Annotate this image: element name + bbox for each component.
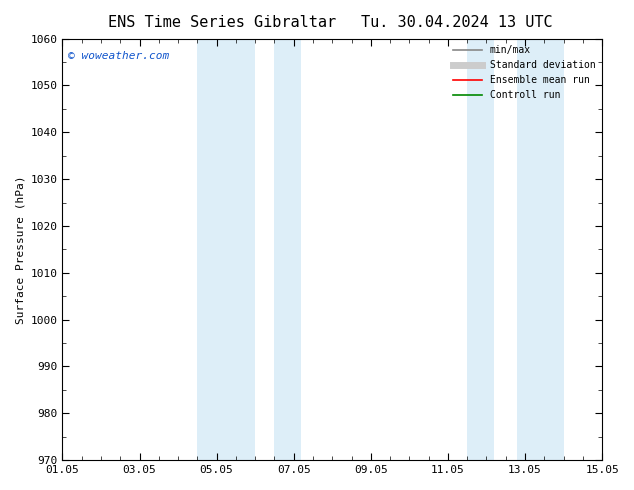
Text: © woweather.com: © woweather.com [68, 51, 169, 61]
Text: Tu. 30.04.2024 13 UTC: Tu. 30.04.2024 13 UTC [361, 15, 552, 30]
Bar [275, 39, 301, 460]
Legend: min/max, Standard deviation, Ensemble mean run, Controll run: min/max, Standard deviation, Ensemble me… [449, 42, 599, 104]
Bar [197, 39, 255, 460]
Bar [467, 39, 494, 460]
Text: ENS Time Series Gibraltar: ENS Time Series Gibraltar [108, 15, 336, 30]
Bar [517, 39, 564, 460]
Y-axis label: Surface Pressure (hPa): Surface Pressure (hPa) [15, 175, 25, 323]
